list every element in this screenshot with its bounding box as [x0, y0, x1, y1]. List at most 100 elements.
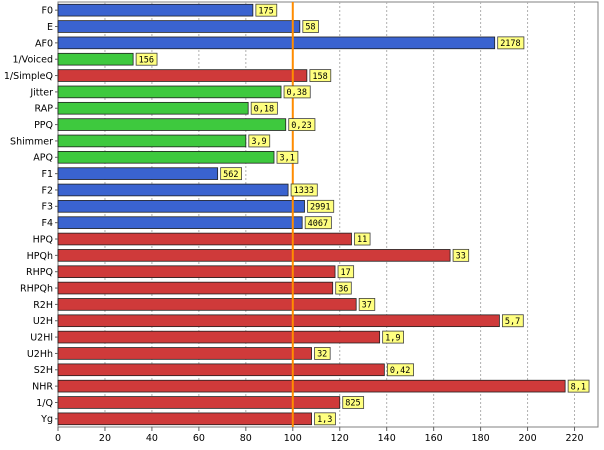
data-label-box [220, 167, 242, 181]
category-label: E [47, 22, 53, 33]
grid-lines [57, 1, 599, 428]
data-label: 1333 [294, 186, 314, 196]
x-tick-label: 180 [472, 433, 490, 444]
data-label: 175 [258, 6, 273, 16]
x-tick-label: 160 [425, 433, 443, 444]
bar [57, 3, 254, 17]
category-label: RHPQh [20, 283, 53, 294]
category-label: 1/Q [36, 398, 53, 409]
category-label: AF0 [35, 38, 53, 49]
x-tick-label: 140 [378, 433, 396, 444]
data-label-box [452, 248, 470, 262]
category-label: HPQ [33, 234, 53, 245]
data-label: 156 [139, 55, 154, 65]
category-labels: F0 E AF0 1/Voiced 1/SimpleQ Jitter RAP PPQ Shimm… [4, 6, 58, 425]
bar [57, 412, 312, 426]
category-label: RAP [35, 104, 54, 115]
data-label: 2991 [310, 203, 330, 213]
category-label: U2Hl [30, 332, 53, 343]
category-label: S2H [34, 365, 53, 376]
data-label-box [250, 101, 278, 115]
data-label-box [386, 363, 414, 377]
data-label-box [288, 118, 316, 131]
data-label-box [314, 347, 331, 360]
data-label: 36 [338, 284, 348, 294]
x-tick-label: 100 [284, 433, 302, 444]
x-tick-label: 120 [331, 433, 349, 444]
bar [57, 167, 219, 180]
category-label: U2H [33, 316, 53, 327]
data-label: 0,42 [390, 366, 410, 376]
data-label: 1,3 [317, 415, 332, 425]
data-label: 11 [357, 235, 367, 245]
category-label: HPQh [27, 251, 53, 262]
bar [57, 118, 287, 131]
data-label-box [497, 36, 525, 50]
data-label-box [501, 314, 524, 328]
data-label: 4067 [308, 219, 328, 229]
data-label: 0,38 [287, 88, 307, 98]
data-label: 562 [223, 170, 238, 180]
data-label-box [135, 52, 158, 66]
data-label: 5,7 [505, 317, 520, 327]
bar [57, 85, 282, 99]
data-labels: 175 58 2178 156 158 0,38 0,18 0,23 3,9 3,1 562 1333… [135, 3, 590, 426]
bar [57, 216, 303, 229]
bar [57, 232, 352, 246]
data-label: 17 [341, 268, 351, 278]
x-tick-label: 200 [518, 433, 536, 444]
data-label-box [248, 134, 271, 148]
category-label: F4 [41, 218, 53, 229]
x-tick-label: 60 [193, 433, 205, 444]
bar [57, 249, 451, 262]
data-label: 0,18 [254, 104, 274, 114]
data-label-box [567, 379, 590, 393]
x-tick-label: 0 [55, 433, 61, 444]
data-label-box [335, 281, 352, 295]
category-label: F2 [41, 185, 53, 196]
category-label: 1/SimpleQ [4, 71, 53, 82]
data-label-box [337, 265, 355, 279]
bar [57, 20, 301, 33]
data-label-box [309, 69, 332, 82]
data-label-box [255, 3, 278, 17]
bar [57, 69, 308, 82]
data-label-box [276, 150, 299, 164]
bar [57, 151, 275, 164]
data-label: 33 [456, 252, 466, 262]
category-label: F3 [41, 202, 53, 213]
data-label: 1,9 [385, 333, 400, 343]
category-label: Yg [40, 414, 53, 425]
plot-area [57, 1, 599, 428]
category-label: R2H [33, 300, 53, 311]
category-label: F1 [41, 169, 53, 180]
data-label: 2178 [500, 39, 520, 49]
data-label-box [382, 330, 404, 344]
x-tick-label: 80 [240, 433, 252, 444]
bar [57, 200, 305, 213]
bar [57, 134, 247, 148]
bar [57, 101, 249, 115]
category-label: Shimmer [10, 136, 53, 147]
data-label: 37 [362, 301, 372, 311]
x-axis: 0 20 40 60 80 100 120 140 160 180 200 220 [55, 427, 584, 444]
bar [57, 347, 312, 360]
bar [57, 183, 289, 197]
data-label-box [283, 85, 311, 99]
bar [57, 330, 381, 344]
x-tick-label: 20 [99, 433, 111, 444]
bar [57, 314, 500, 328]
data-label-box [304, 216, 332, 230]
bar [57, 281, 334, 295]
data-label: 58 [305, 23, 315, 33]
category-label: APQ [33, 153, 53, 164]
bar [57, 396, 341, 409]
category-label: F0 [41, 6, 53, 17]
category-label: PPQ [34, 120, 53, 131]
bar [57, 52, 134, 66]
data-label-box [354, 232, 371, 246]
category-label: 1/Voiced [12, 55, 53, 66]
category-label: RHPQ [26, 267, 53, 278]
data-label-box [302, 20, 319, 33]
